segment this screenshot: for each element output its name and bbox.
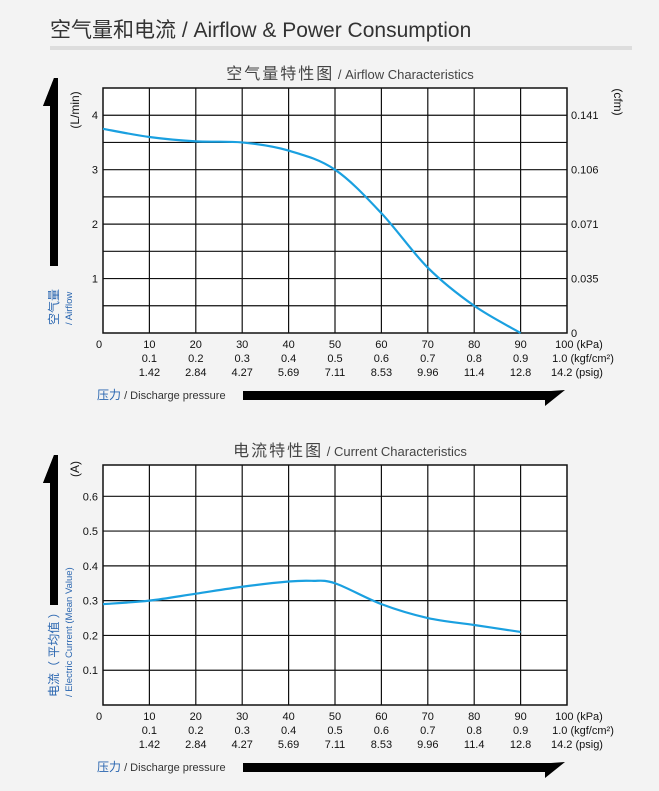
x-tick-kgf: 1.0 (kgf/cm²) [552,353,614,365]
y-tick-label: 0.5 [83,526,98,538]
x-tick-kgf: 0.2 [188,353,203,365]
x-tick-psig: 8.53 [371,739,392,751]
x-tick-kgf: 0.4 [281,725,296,737]
x-tick-psig: 12.8 [510,367,531,379]
x-tick-kgf: 0.1 [142,725,157,737]
x-tick-psig: 2.84 [185,739,206,751]
x-tick-psig: 14.2 (psig) [551,367,603,379]
page-title: 空气量和电流 / Airflow & Power Consumption [50,19,472,42]
chart-title: 空气量特性图 / Airflow Characteristics [226,65,474,83]
y-axis-arrowhead [43,455,58,605]
x-tick-kpa: 0 [96,711,102,723]
x-axis-arrow [243,390,565,406]
x-tick-psig: 5.69 [278,739,299,751]
x-tick-kpa: 80 [468,339,480,351]
x-tick-psig: 11.4 [464,367,485,379]
x-tick-psig: 7.11 [325,367,346,379]
x-tick-kpa: 100 (kPa) [555,339,603,351]
x-tick-kpa: 10 [143,711,155,723]
x-tick-kpa: 70 [422,339,434,351]
y-tick-label: 0.2 [83,630,98,642]
y-tick-label: 0.3 [83,596,98,608]
x-tick-kpa: 100 (kPa) [555,711,603,723]
x-tick-psig: 9.96 [417,739,438,751]
data-curve [102,127,522,334]
x-tick-kpa: 10 [143,339,155,351]
x-tick-kpa: 50 [329,711,341,723]
x-tick-kpa: 60 [375,339,387,351]
y2-tick-label: 0.071 [571,219,599,231]
y2-tick-label: 0.106 [571,165,599,177]
y-tick-label: 4 [92,110,98,122]
x-tick-kgf: 0.6 [374,353,389,365]
x-tick-kpa: 30 [236,711,248,723]
y-label-cn: 空气量 [46,289,61,325]
x-tick-kpa: 0 [96,339,102,351]
data-curve [102,579,521,634]
x-tick-kpa: 40 [282,339,294,351]
x-tick-psig: 14.2 (psig) [551,739,603,751]
y2-tick-label: 0.035 [571,274,599,286]
x-tick-psig: 4.27 [231,367,252,379]
y-unit: (A) [68,461,82,477]
x-tick-kpa: 20 [190,339,202,351]
x-tick-kpa: 80 [468,711,480,723]
y2-tick-label: 0 [571,328,577,340]
y-tick-label: 3 [92,165,98,177]
x-tick-kgf: 0.4 [281,353,296,365]
x-tick-kgf: 0.5 [327,725,342,737]
x-tick-psig: 8.53 [371,367,392,379]
x-tick-psig: 4.27 [231,739,252,751]
x-tick-psig: 9.96 [417,367,438,379]
x-tick-psig: 12.8 [510,739,531,751]
y-tick-label: 0.1 [83,665,98,677]
y-tick-label: 1 [92,274,98,286]
x-tick-kgf: 0.7 [420,353,435,365]
chart-title: 电流特性图 / Current Characteristics [233,442,467,460]
title-underline [50,46,632,50]
y-tick-label: 0.6 [83,491,98,503]
x-tick-kgf: 0.3 [235,725,250,737]
y-tick-label: 2 [92,219,98,231]
x-tick-kgf: 0.9 [513,353,528,365]
y-tick-label: 0.4 [83,561,98,573]
x-tick-kpa: 90 [514,711,526,723]
x-tick-kpa: 60 [375,711,387,723]
x-tick-kpa: 50 [329,339,341,351]
y-label-en: / Airflow [64,292,75,325]
x-tick-kgf: 0.7 [420,725,435,737]
x-tick-psig: 11.4 [464,739,485,751]
y2-tick-label: 0.141 [571,110,599,122]
x-tick-kgf: 0.8 [467,353,482,365]
x-label: 压力 / Discharge pressure [97,388,226,402]
y2-unit: (cfm) [611,88,625,115]
x-tick-kpa: 90 [514,339,526,351]
y-label-en: / Electric Current (Mean Value) [64,567,75,697]
x-tick-kpa: 20 [190,711,202,723]
x-tick-kpa: 40 [282,711,294,723]
x-axis-arrow [243,762,565,778]
x-tick-kgf: 0.8 [467,725,482,737]
x-tick-psig: 5.69 [278,367,299,379]
y-axis-arrowhead [43,78,58,266]
x-tick-kgf: 0.3 [235,353,250,365]
x-tick-kpa: 70 [422,711,434,723]
x-tick-kgf: 1.0 (kgf/cm²) [552,725,614,737]
x-tick-kpa: 30 [236,339,248,351]
x-tick-kgf: 0.9 [513,725,528,737]
x-tick-psig: 2.84 [185,367,206,379]
x-label: 压力 / Discharge pressure [97,760,226,774]
x-tick-kgf: 0.1 [142,353,157,365]
x-tick-kgf: 0.5 [327,353,342,365]
x-tick-kgf: 0.2 [188,725,203,737]
y-unit: (L/min) [68,91,82,128]
x-tick-psig: 7.11 [325,739,346,751]
x-tick-psig: 1.42 [139,739,160,751]
x-tick-kgf: 0.6 [374,725,389,737]
y-label-cn: 电流（ 平均值 ） [46,606,61,697]
x-tick-psig: 1.42 [139,367,160,379]
